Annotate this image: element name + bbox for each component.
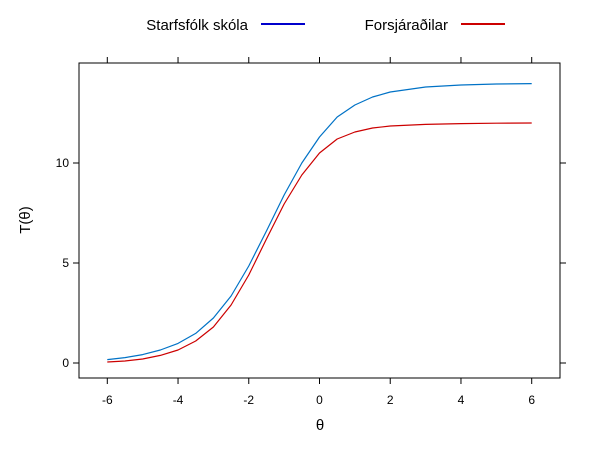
x-tick-label-6: 6 xyxy=(528,393,535,407)
series-line-1 xyxy=(107,122,532,363)
x-tick-label-5: 4 xyxy=(458,393,465,407)
plot-frame xyxy=(78,62,561,379)
x-tick-label-4: 2 xyxy=(387,393,394,407)
legend-label-0: Starfsfólk skóla xyxy=(146,17,248,34)
x-tick-label-1: -4 xyxy=(173,393,184,407)
axis-ticks: -6 -4 -2 0 2 4 6 0 5 10 xyxy=(56,57,566,407)
legend: Starfsfólk skóla Forsjáraðilar xyxy=(146,17,505,34)
y-axis-title: T(θ) xyxy=(17,206,34,234)
series-line-0 xyxy=(107,83,532,361)
legend-label-1: Forsjáraðilar xyxy=(365,17,448,34)
y-tick-label-0: 0 xyxy=(62,356,69,370)
x-tick-label-0: -6 xyxy=(102,393,113,407)
series-layer xyxy=(107,83,532,363)
x-tick-label-2: -2 xyxy=(243,393,254,407)
x-tick-label-3: 0 xyxy=(316,393,323,407)
y-tick-label-1: 5 xyxy=(62,256,69,270)
y-tick-label-2: 10 xyxy=(56,156,70,170)
x-axis-title: θ xyxy=(316,417,324,434)
